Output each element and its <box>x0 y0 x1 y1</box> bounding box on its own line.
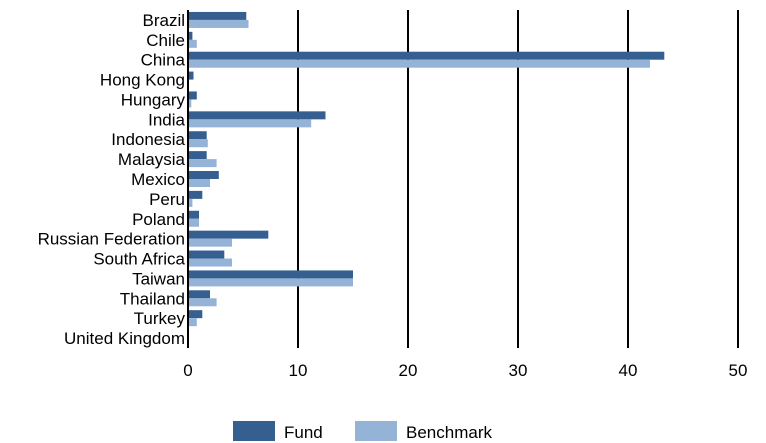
category-label: Taiwan <box>132 269 185 288</box>
bar-benchmark-mexico <box>188 179 210 187</box>
legend-swatch-benchmark <box>355 421 397 441</box>
bar-fund-poland <box>188 210 199 219</box>
category-label: Malaysia <box>118 150 186 169</box>
bar-fund-malaysia <box>188 151 207 160</box>
category-label: United Kingdom <box>64 329 185 348</box>
bar-benchmark-brazil <box>188 19 249 28</box>
bar-fund-thailand <box>188 290 210 299</box>
category-label: Poland <box>132 210 185 229</box>
category-label: Mexico <box>131 170 185 189</box>
bar-fund-hungary <box>188 91 197 100</box>
category-label: India <box>148 110 185 129</box>
x-tick-labels: 0 10 20 30 40 50 <box>183 361 747 380</box>
bar-fund-china <box>188 51 665 60</box>
x-tick-label: 10 <box>289 361 308 380</box>
bar-benchmark-russian-federation <box>188 238 232 247</box>
bar-fund-chile <box>188 31 193 40</box>
bar-benchmark-china <box>188 59 650 68</box>
legend-label-fund: Fund <box>284 423 323 442</box>
category-label: Turkey <box>134 309 186 328</box>
bar-benchmark-poland <box>188 218 199 227</box>
bar-fund-hong-kong <box>188 71 194 80</box>
category-label: China <box>141 51 186 70</box>
bar-fund-mexico <box>188 171 219 179</box>
category-label: Chile <box>146 31 185 50</box>
category-label: South Africa <box>93 250 185 269</box>
bar-fund-indonesia <box>188 131 207 140</box>
category-label: Hungary <box>121 90 186 109</box>
bar-benchmark-india <box>188 119 312 128</box>
bar-fund-russian-federation <box>188 230 269 239</box>
bar-benchmark-thailand <box>188 298 217 307</box>
bar-fund-south-africa <box>188 250 225 259</box>
category-label: Hong Kong <box>100 71 185 90</box>
category-label: Peru <box>149 190 185 209</box>
category-label: Indonesia <box>111 130 185 149</box>
legend-label-benchmark: Benchmark <box>406 423 492 442</box>
x-tick-label: 30 <box>509 361 528 380</box>
x-tick-label: 40 <box>619 361 638 380</box>
bar-fund-peru <box>188 190 203 199</box>
bars <box>188 11 665 327</box>
bar-benchmark-chile <box>188 39 197 48</box>
bar-benchmark-peru <box>188 198 193 207</box>
bar-benchmark-hungary <box>188 99 192 108</box>
bar-fund-brazil <box>188 11 247 20</box>
bar-benchmark-malaysia <box>188 159 217 168</box>
bar-benchmark-south-africa <box>188 258 232 267</box>
x-tick-label: 50 <box>729 361 748 380</box>
x-tick-label: 20 <box>399 361 418 380</box>
legend-swatch-fund <box>233 421 275 441</box>
category-label: Russian Federation <box>38 230 185 249</box>
bar-benchmark-taiwan <box>188 278 353 287</box>
category-label: Brazil <box>142 11 185 30</box>
bar-fund-india <box>188 111 326 120</box>
bar-benchmark-turkey <box>188 318 197 327</box>
legend: Fund Benchmark <box>233 421 492 442</box>
x-tick-label: 0 <box>183 361 192 380</box>
bar-fund-taiwan <box>188 270 353 279</box>
bar-benchmark-indonesia <box>188 139 208 148</box>
category-label: Thailand <box>120 289 185 308</box>
bar-fund-turkey <box>188 310 203 319</box>
